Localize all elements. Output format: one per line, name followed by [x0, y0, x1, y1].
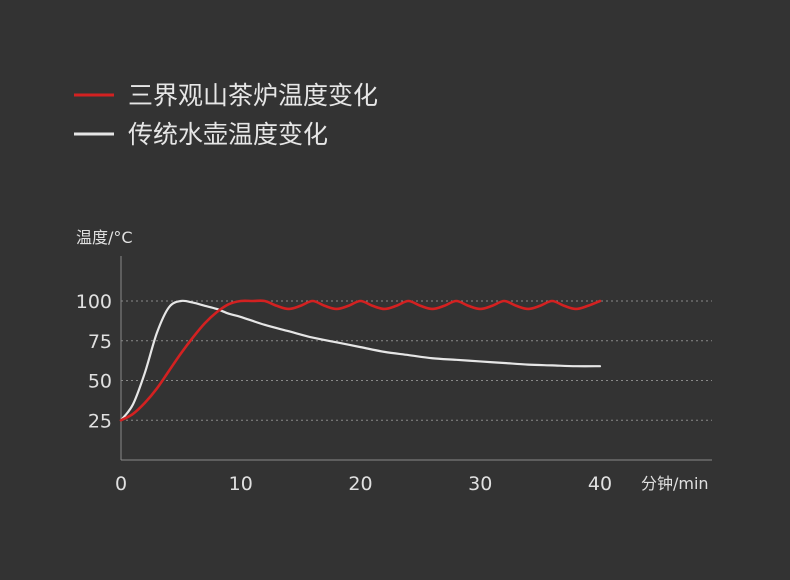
- x-tick-labels: 0 10 20 30 40: [115, 473, 612, 495]
- legend-label-stove: 三界观山茶炉温度变化: [128, 81, 378, 110]
- x-tick-label: 30: [468, 473, 492, 495]
- x-tick-label: 10: [229, 473, 253, 495]
- y-tick-label: 75: [88, 331, 112, 353]
- y-tick-label: 50: [88, 371, 112, 393]
- x-tick-label: 0: [115, 473, 127, 495]
- y-tick-label: 25: [88, 410, 112, 432]
- series-lines: [119, 299, 602, 422]
- legend-label-kettle: 传统水壶温度变化: [128, 120, 328, 149]
- series-line-stove: [119, 299, 602, 422]
- series-line-kettle: [119, 299, 602, 422]
- x-tick-label: 40: [588, 473, 612, 495]
- y-tick-labels: 25 50 75 100: [76, 291, 112, 432]
- y-axis-title: 温度/°C: [76, 228, 133, 247]
- y-tick-label: 100: [76, 291, 112, 313]
- legend: 三界观山茶炉温度变化 传统水壶温度变化: [74, 81, 378, 149]
- x-tick-label: 20: [348, 473, 372, 495]
- x-axis-title: 分钟/min: [641, 474, 709, 493]
- grid-lines: [121, 300, 712, 421]
